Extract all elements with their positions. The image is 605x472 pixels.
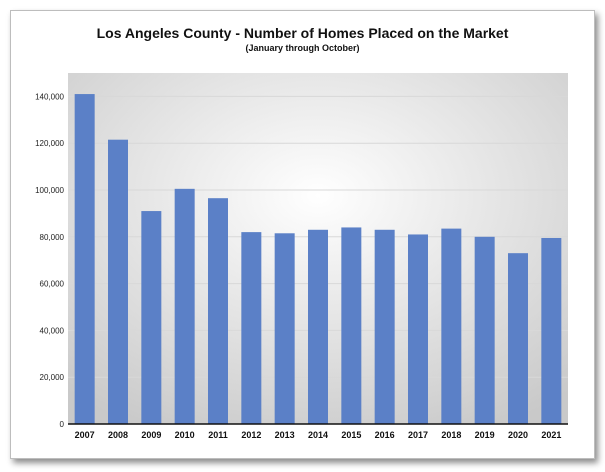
x-tick-label: 2013 <box>275 430 295 440</box>
x-tick-label: 2012 <box>241 430 261 440</box>
x-tick-label: 2020 <box>508 430 528 440</box>
x-tick-label: 2021 <box>541 430 561 440</box>
bar-2012 <box>241 232 262 424</box>
y-tick-label: 120,000 <box>35 139 64 148</box>
x-tick-label: 2008 <box>108 430 128 440</box>
bar-2016 <box>374 229 395 424</box>
y-tick-label: 60,000 <box>40 280 65 289</box>
bar-2013 <box>274 233 295 424</box>
chart-subtitle: (January through October) <box>245 43 360 53</box>
x-tick-label: 2009 <box>141 430 161 440</box>
y-tick-label: 40,000 <box>40 326 65 335</box>
x-tick-label: 2014 <box>308 430 328 440</box>
x-tick-label: 2016 <box>375 430 395 440</box>
y-tick-label: 0 <box>60 420 65 429</box>
bar-2020 <box>508 253 528 424</box>
bar-2011 <box>208 198 228 424</box>
x-tick-label: 2015 <box>341 430 361 440</box>
bar-2019 <box>474 236 495 424</box>
y-tick-label: 140,000 <box>35 92 64 101</box>
bar-2015 <box>341 227 362 424</box>
x-tick-label: 2017 <box>408 430 428 440</box>
chart-frame: Los Angeles County - Number of Homes Pla… <box>10 10 595 459</box>
bar-2021 <box>541 237 562 424</box>
y-tick-labels: 0 20,000 40,000 60,000 80,000 100,000 120,000 1… <box>35 92 64 429</box>
bar-2018 <box>441 228 462 424</box>
x-tick-label: 2010 <box>175 430 195 440</box>
bars <box>74 94 562 424</box>
x-tick-label: 2011 <box>208 430 228 440</box>
chart-title: Los Angeles County - Number of Homes Pla… <box>96 25 509 41</box>
bar-2008 <box>108 139 128 424</box>
bar-2014 <box>308 229 328 424</box>
x-tick-label: 2019 <box>475 430 495 440</box>
bar-chart: 0 20,000 40,000 60,000 80,000 100,000 120,000 1… <box>35 73 568 440</box>
y-tick-label: 100,000 <box>35 186 64 195</box>
y-tick-label: 80,000 <box>40 233 65 242</box>
bar-2007 <box>74 94 95 424</box>
bar-2017 <box>408 234 428 424</box>
x-tick-label: 2018 <box>441 430 461 440</box>
bar-2010 <box>174 188 195 424</box>
y-tick-label: 20,000 <box>40 373 65 382</box>
x-tick-label: 2007 <box>75 430 95 440</box>
x-tick-labels: 2007 2008 2009 2010 2011 2012 2013 2014 2015 2016… <box>75 430 562 440</box>
bar-2009 <box>141 211 162 424</box>
